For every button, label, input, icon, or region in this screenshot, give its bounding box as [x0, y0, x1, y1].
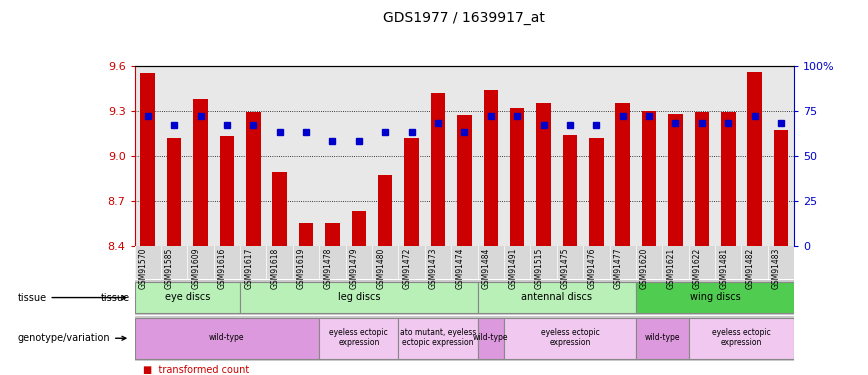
- Text: GSM91609: GSM91609: [192, 248, 201, 289]
- Text: GSM91620: GSM91620: [640, 248, 649, 289]
- Text: GSM91481: GSM91481: [720, 248, 728, 289]
- Bar: [135, 318, 319, 358]
- Text: GSM91617: GSM91617: [244, 248, 253, 289]
- Text: GSM91484: GSM91484: [482, 248, 490, 289]
- Bar: [220, 136, 234, 246]
- Text: GSM91585: GSM91585: [165, 248, 174, 289]
- Bar: [536, 103, 551, 246]
- Text: GSM91622: GSM91622: [693, 248, 702, 289]
- Text: antennal discs: antennal discs: [522, 292, 592, 302]
- Text: tissue: tissue: [101, 292, 130, 303]
- Text: GSM91477: GSM91477: [614, 248, 622, 289]
- Bar: [747, 72, 762, 246]
- Bar: [167, 138, 181, 246]
- Text: GSM91479: GSM91479: [350, 248, 358, 289]
- Text: GSM91472: GSM91472: [403, 248, 411, 289]
- Text: ato mutant, eyeless
ectopic expression: ato mutant, eyeless ectopic expression: [400, 328, 477, 347]
- Bar: [504, 318, 636, 358]
- Text: GSM91515: GSM91515: [535, 248, 543, 289]
- Bar: [589, 138, 603, 246]
- Text: GSM91570: GSM91570: [139, 248, 148, 289]
- Text: wild-type: wild-type: [473, 333, 509, 342]
- Text: GSM91474: GSM91474: [456, 248, 464, 289]
- Bar: [457, 115, 471, 246]
- Text: GDS1977 / 1639917_at: GDS1977 / 1639917_at: [384, 11, 545, 25]
- Bar: [562, 135, 577, 246]
- Text: wing discs: wing discs: [690, 292, 740, 302]
- Bar: [615, 103, 630, 246]
- Bar: [477, 282, 636, 313]
- Bar: [477, 318, 504, 358]
- Bar: [721, 112, 735, 246]
- Text: wild-type: wild-type: [645, 333, 680, 342]
- Bar: [299, 223, 313, 246]
- Text: eyeless ectopic
expression: eyeless ectopic expression: [712, 328, 771, 347]
- Text: eye discs: eye discs: [165, 292, 210, 302]
- Bar: [483, 90, 498, 246]
- Bar: [135, 282, 240, 313]
- Text: wild-type: wild-type: [209, 333, 245, 342]
- Text: GSM91478: GSM91478: [324, 248, 332, 289]
- Text: GSM91475: GSM91475: [561, 248, 570, 289]
- Bar: [141, 73, 155, 246]
- Text: GSM91491: GSM91491: [508, 248, 517, 289]
- Bar: [510, 108, 524, 246]
- Bar: [246, 112, 260, 246]
- Text: ■  transformed count: ■ transformed count: [143, 364, 249, 375]
- Text: GSM91473: GSM91473: [429, 248, 438, 289]
- Text: genotype/variation: genotype/variation: [17, 333, 126, 343]
- Bar: [326, 223, 339, 246]
- Bar: [404, 138, 419, 246]
- Text: GSM91619: GSM91619: [297, 248, 306, 289]
- Text: eyeless ectopic
expression: eyeless ectopic expression: [330, 328, 388, 347]
- Text: GSM91616: GSM91616: [218, 248, 227, 289]
- Bar: [636, 318, 688, 358]
- Bar: [319, 318, 398, 358]
- Bar: [273, 172, 287, 246]
- Bar: [431, 93, 445, 246]
- Bar: [636, 282, 794, 313]
- Bar: [352, 211, 366, 246]
- Bar: [641, 111, 656, 246]
- Text: eyeless ectopic
expression: eyeless ectopic expression: [541, 328, 599, 347]
- Text: tissue: tissue: [17, 292, 126, 303]
- Bar: [773, 130, 788, 246]
- Text: GSM91483: GSM91483: [772, 248, 781, 289]
- Bar: [378, 175, 392, 246]
- Text: GSM91476: GSM91476: [588, 248, 596, 289]
- Bar: [398, 318, 477, 358]
- Bar: [668, 114, 683, 246]
- Text: GSM91618: GSM91618: [271, 248, 279, 289]
- Text: GSM91480: GSM91480: [376, 248, 385, 289]
- Text: leg discs: leg discs: [338, 292, 380, 302]
- Bar: [688, 318, 794, 358]
- Text: GSM91621: GSM91621: [667, 248, 675, 289]
- Text: GSM91482: GSM91482: [746, 248, 754, 289]
- Bar: [694, 112, 709, 246]
- Bar: [194, 99, 207, 246]
- Bar: [240, 282, 477, 313]
